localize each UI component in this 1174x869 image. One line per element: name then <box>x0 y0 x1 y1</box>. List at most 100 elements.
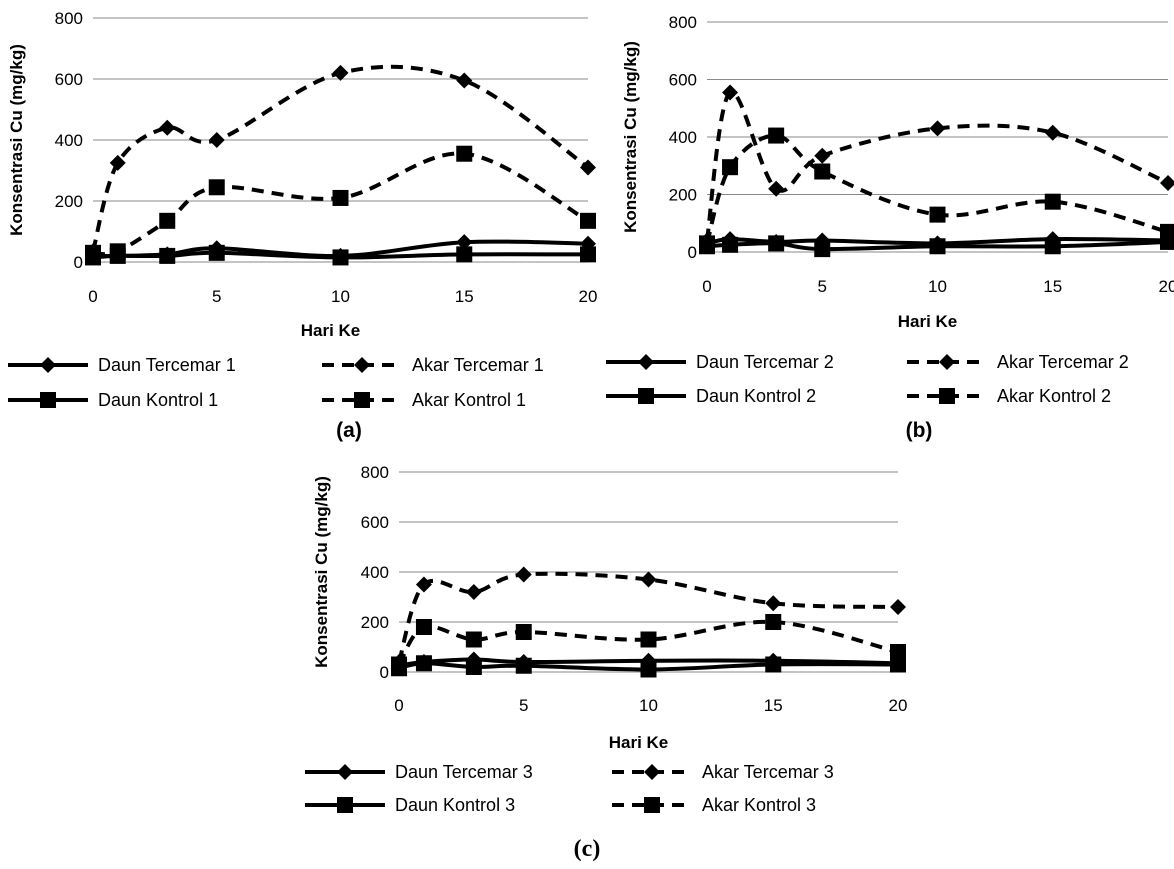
data-point <box>929 120 946 137</box>
legend-item: Akar Tercemar 3 <box>612 762 834 782</box>
legend-label: Akar Tercemar 3 <box>702 762 834 782</box>
data-point <box>1160 223 1174 240</box>
legend-item: Akar Kontrol 2 <box>907 386 1111 406</box>
data-point <box>159 247 176 264</box>
data-point <box>722 84 739 101</box>
x-tick-label: 20 <box>889 696 908 715</box>
x-tick-label: 15 <box>1043 277 1062 296</box>
data-point <box>814 163 831 180</box>
data-point <box>765 656 782 673</box>
y-tick-label: 200 <box>361 613 389 632</box>
legend-label: Akar Kontrol 1 <box>412 390 526 410</box>
legend-marker <box>354 392 370 408</box>
x-tick-label: 0 <box>88 287 97 306</box>
legend-label: Daun Kontrol 3 <box>395 795 515 815</box>
data-point <box>640 631 657 648</box>
x-tick-label: 10 <box>331 287 350 306</box>
series-line-2 <box>91 64 590 252</box>
legend-marker <box>644 764 660 780</box>
y-axis-title: Konsentrasi Cu (mg/kg) <box>312 476 331 668</box>
legend-marker <box>638 354 654 370</box>
data-point <box>332 64 349 81</box>
y-tick-label: 0 <box>74 253 83 272</box>
x-tick-label: 0 <box>702 277 711 296</box>
panel-label: (c) <box>574 836 601 862</box>
x-tick-label: 5 <box>818 277 827 296</box>
x-tick-label: 5 <box>519 696 528 715</box>
legend-label: Daun Kontrol 2 <box>696 386 816 406</box>
data-point <box>159 212 176 229</box>
y-tick-label: 600 <box>361 513 389 532</box>
x-tick-label: 20 <box>579 287 598 306</box>
data-point <box>208 179 225 196</box>
y-tick-label: 400 <box>669 128 697 147</box>
data-point <box>1044 238 1061 255</box>
x-axis-title: Hari Ke <box>898 312 958 331</box>
legend-label: Daun Tercemar 3 <box>395 762 533 782</box>
data-point <box>208 244 225 261</box>
data-point <box>456 145 473 162</box>
data-point <box>332 249 349 266</box>
panel-label: (a) <box>336 419 362 442</box>
legend-item: Akar Kontrol 1 <box>322 390 526 410</box>
data-point <box>415 655 432 672</box>
legend-label: Daun Tercemar 1 <box>98 355 236 375</box>
data-point <box>1160 175 1174 191</box>
y-tick-label: 400 <box>55 131 83 150</box>
data-point <box>85 244 101 261</box>
legend-item: Akar Kontrol 3 <box>612 795 816 815</box>
legend-item: Akar Tercemar 1 <box>322 355 544 375</box>
data-point <box>456 234 473 251</box>
legend-label: Akar Kontrol 3 <box>702 795 816 815</box>
data-point <box>722 236 739 253</box>
data-point <box>768 127 785 144</box>
data-point <box>515 657 532 674</box>
y-tick-label: 800 <box>55 9 83 28</box>
legend-item: Daun Tercemar 2 <box>606 352 834 372</box>
y-tick-label: 600 <box>55 70 83 89</box>
series-line-4 <box>92 151 589 257</box>
y-tick-label: 200 <box>669 186 697 205</box>
y-tick-label: 800 <box>361 463 389 482</box>
x-tick-label: 10 <box>639 696 658 715</box>
data-point <box>159 119 176 136</box>
legend-marker <box>40 357 56 373</box>
x-axis-title: Hari Ke <box>301 321 361 340</box>
data-point <box>765 614 782 630</box>
data-point <box>1044 193 1061 210</box>
x-tick-label: 5 <box>212 287 221 306</box>
data-point <box>890 599 906 615</box>
data-point <box>640 661 657 678</box>
legend-item: Daun Tercemar 3 <box>305 762 533 782</box>
data-point <box>109 154 126 171</box>
data-point <box>814 147 831 164</box>
legend-item: Daun Kontrol 3 <box>305 795 515 815</box>
legend-label: Daun Kontrol 1 <box>98 390 218 410</box>
y-tick-label: 200 <box>55 192 83 211</box>
data-point <box>890 656 906 673</box>
y-tick-label: 800 <box>669 13 697 32</box>
legend-marker <box>354 357 370 373</box>
data-point <box>640 571 657 588</box>
data-point <box>580 159 596 176</box>
data-point <box>465 659 482 675</box>
y-tick-label: 400 <box>361 563 389 582</box>
y-tick-label: 0 <box>380 663 389 682</box>
legend-marker <box>337 797 353 813</box>
data-point <box>456 246 473 263</box>
legend-label: Akar Tercemar 2 <box>997 352 1129 372</box>
data-point <box>768 180 785 197</box>
data-point <box>208 132 225 148</box>
data-point <box>465 584 482 600</box>
data-point <box>332 189 349 206</box>
data-point <box>456 72 473 89</box>
legend-label: Akar Tercemar 1 <box>412 355 544 375</box>
legend-label: Daun Tercemar 2 <box>696 352 834 372</box>
chart-panel-3: 0 200 400 600 800 0 5 10 15 20 Hari Ke Konsentrasi … <box>305 463 907 862</box>
data-point <box>929 206 946 223</box>
data-point <box>890 644 906 660</box>
y-axis-title: Konsentrasi Cu (mg/kg) <box>7 44 26 236</box>
data-point <box>415 619 432 635</box>
legend-item: Daun Tercemar 1 <box>8 355 236 375</box>
